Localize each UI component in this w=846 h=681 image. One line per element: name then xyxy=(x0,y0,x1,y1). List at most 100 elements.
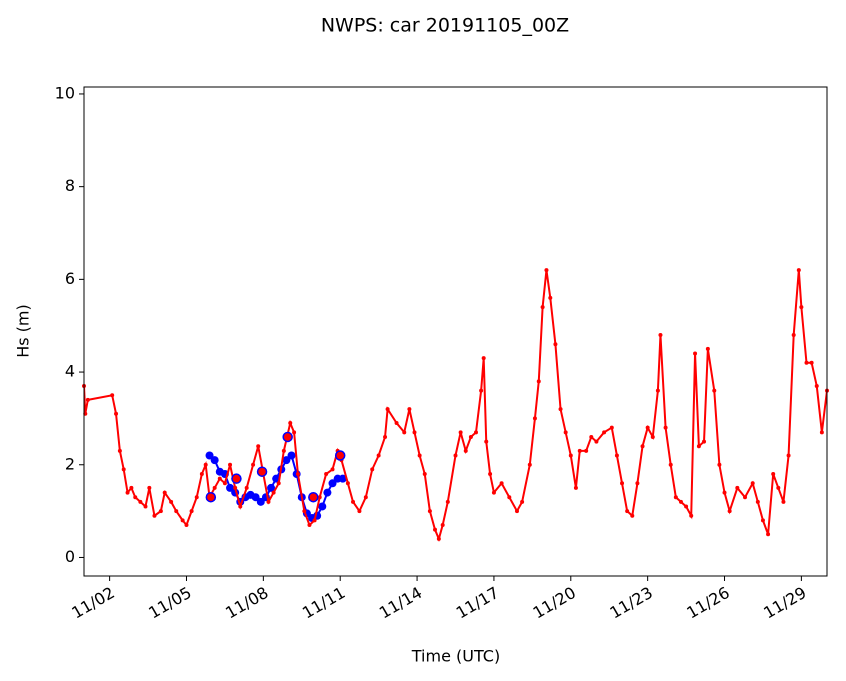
data-point xyxy=(796,268,801,273)
data-point xyxy=(162,490,167,495)
y-tick-label: 6 xyxy=(65,269,75,288)
data-point xyxy=(117,448,122,453)
data-point xyxy=(251,462,256,467)
data-point xyxy=(573,485,578,490)
data-point xyxy=(210,456,219,465)
x-tick-label: 11/14 xyxy=(376,583,425,623)
data-point xyxy=(121,467,126,472)
data-point xyxy=(684,504,689,509)
data-point xyxy=(233,485,238,490)
data-point xyxy=(338,474,347,483)
data-point xyxy=(433,527,438,532)
data-point xyxy=(750,481,755,486)
data-point xyxy=(602,430,607,435)
data-point xyxy=(323,488,332,497)
data-point xyxy=(791,332,796,337)
data-point xyxy=(266,499,271,504)
data-point xyxy=(271,490,276,495)
data-point xyxy=(766,532,771,537)
data-point xyxy=(256,444,261,449)
data-point xyxy=(282,431,293,443)
data-point xyxy=(577,448,582,453)
data-point xyxy=(85,397,90,402)
data-point xyxy=(228,462,233,467)
data-point xyxy=(288,421,293,426)
data-point xyxy=(536,379,541,384)
data-point xyxy=(727,509,732,514)
data-point xyxy=(251,493,260,502)
data-point xyxy=(527,462,532,467)
data-point xyxy=(330,467,335,472)
y-tick-label: 8 xyxy=(65,176,75,195)
data-point xyxy=(110,393,115,398)
data-point xyxy=(147,485,152,490)
data-point xyxy=(238,504,243,509)
data-point xyxy=(650,434,655,439)
data-point xyxy=(696,444,701,449)
data-point xyxy=(819,430,824,435)
data-point xyxy=(114,411,119,416)
data-point xyxy=(317,495,322,500)
data-point xyxy=(222,481,227,486)
data-point xyxy=(781,499,786,504)
x-tick-label: 11/05 xyxy=(145,583,194,623)
data-point xyxy=(363,495,368,500)
data-point xyxy=(440,523,445,528)
data-point xyxy=(658,332,663,337)
data-point xyxy=(814,383,819,388)
plot-frame xyxy=(83,86,828,577)
data-point xyxy=(630,513,635,518)
y-tick-label: 2 xyxy=(65,454,75,473)
data-point xyxy=(184,523,189,528)
data-point xyxy=(771,472,776,477)
data-point xyxy=(776,485,781,490)
data-point xyxy=(212,485,217,490)
data-point xyxy=(370,467,375,472)
data-point xyxy=(673,495,678,500)
data-point xyxy=(453,453,458,458)
data-point xyxy=(804,360,809,365)
data-point xyxy=(614,453,619,458)
data-point xyxy=(463,448,468,453)
data-point xyxy=(584,448,589,453)
data-point xyxy=(169,499,174,504)
data-point xyxy=(689,513,694,518)
data-point xyxy=(256,466,268,477)
data-point xyxy=(722,490,727,495)
data-point xyxy=(205,451,214,460)
data-point xyxy=(491,490,496,495)
data-point xyxy=(755,499,760,504)
x-tick-label: 11/17 xyxy=(453,583,502,623)
data-point xyxy=(180,518,185,523)
x-tick-label: 11/23 xyxy=(606,583,655,623)
data-point xyxy=(568,453,573,458)
data-point xyxy=(422,472,427,477)
data-point xyxy=(635,481,640,486)
data-point xyxy=(553,342,558,347)
data-point xyxy=(143,504,148,509)
data-point xyxy=(345,481,350,486)
y-tick-label: 0 xyxy=(65,547,75,566)
data-point xyxy=(256,497,265,506)
y-tick-label: 10 xyxy=(55,83,75,102)
data-point xyxy=(287,451,296,460)
data-point xyxy=(244,485,249,490)
data-point xyxy=(385,407,390,412)
data-point xyxy=(383,434,388,439)
data-point xyxy=(312,518,317,523)
data-point xyxy=(702,439,707,444)
y-axis-label: Hs (m) xyxy=(14,304,33,358)
data-point xyxy=(488,472,493,477)
data-point xyxy=(514,509,519,514)
x-axis-label: Time (UTC) xyxy=(411,647,500,666)
data-point xyxy=(295,472,300,477)
data-point xyxy=(199,472,204,477)
data-point xyxy=(799,305,804,310)
data-point xyxy=(655,388,660,393)
data-point xyxy=(189,509,194,514)
data-point xyxy=(609,425,614,430)
data-point xyxy=(231,473,242,484)
data-point xyxy=(712,388,717,393)
data-point xyxy=(334,450,346,461)
data-point xyxy=(281,448,286,453)
